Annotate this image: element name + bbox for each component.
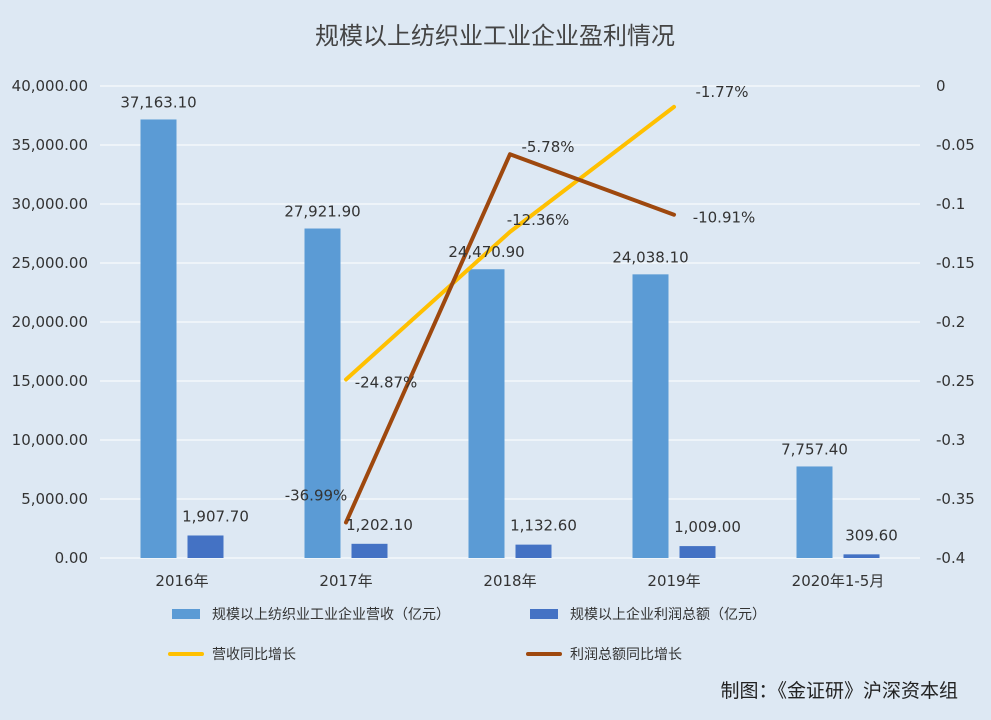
- data-label-profit-growth: -5.78%: [521, 138, 574, 156]
- right-tick-label: -0.05: [936, 136, 975, 154]
- chart-title: 规模以上纺织业工业企业盈利情况: [315, 22, 675, 50]
- left-tick-label: 5,000.00: [21, 490, 88, 508]
- legend-label: 规模以上企业利润总额（亿元）: [570, 606, 766, 623]
- right-tick-label: -0.35: [936, 490, 975, 508]
- right-axis: -0.4 -0.35 -0.3 -0.25 -0.2 -0.15 -0.1 -0.05 0: [936, 77, 975, 567]
- data-label-revenue: 37,163.10: [120, 93, 196, 111]
- line-revenue-growth: [344, 104, 676, 382]
- legend: 规模以上纺织业工业企业营收（亿元） 规模以上企业利润总额（亿元） 营收同比增长 利润总…: [168, 606, 766, 663]
- left-tick-label: 0.00: [55, 549, 88, 567]
- data-label-profit: 1,202.10: [346, 516, 413, 534]
- x-tick-label: 2020年1-5月: [792, 572, 885, 590]
- credit-text: 制图：《金证研》沪深资本组: [720, 680, 958, 702]
- left-tick-label: 15,000.00: [12, 372, 88, 390]
- right-tick-label: -0.3: [936, 431, 965, 449]
- legend-label: 营收同比增长: [212, 647, 296, 663]
- data-label-profit: 1,132.60: [510, 517, 577, 535]
- data-label-profit: 1,907.70: [182, 507, 249, 525]
- legend-label: 利润总额同比增长: [570, 647, 682, 663]
- data-label-revenue-growth: -12.36%: [507, 211, 570, 229]
- bar-revenue: [632, 274, 669, 558]
- x-tick-label: 2017年: [319, 572, 372, 590]
- bars: [140, 119, 880, 559]
- data-label-profit: 1,009.00: [674, 518, 741, 536]
- bar-revenue: [140, 119, 177, 559]
- data-label-revenue: 24,038.10: [612, 248, 688, 266]
- bar-profit: [515, 544, 552, 558]
- legend-label: 规模以上纺织业工业企业营收（亿元）: [212, 606, 450, 623]
- bar-revenue: [468, 269, 505, 558]
- data-label-profit-growth: -36.99%: [285, 486, 348, 504]
- legend-swatch: [530, 609, 558, 619]
- bar-revenue: [796, 466, 833, 558]
- bar-profit: [187, 535, 224, 558]
- left-tick-label: 25,000.00: [12, 254, 88, 272]
- lines: [344, 104, 676, 525]
- left-tick-label: 35,000.00: [12, 136, 88, 154]
- left-tick-label: 30,000.00: [12, 195, 88, 213]
- line-profit-growth: [344, 152, 676, 525]
- data-label-profit: 309.60: [845, 526, 898, 544]
- data-label-revenue: 24,470.90: [448, 243, 524, 261]
- right-tick-label: 0: [936, 77, 946, 95]
- left-axis: 0.00 5,000.00 10,000.00 15,000.00 20,000.00 2…: [12, 77, 88, 567]
- bar-profit: [843, 554, 880, 558]
- left-tick-label: 20,000.00: [12, 313, 88, 331]
- x-tick-label: 2016年: [155, 572, 208, 590]
- grid-lines: [100, 85, 920, 559]
- data-label-profit-growth: -10.91%: [693, 209, 756, 227]
- bar-revenue: [304, 228, 341, 558]
- bar-profit: [679, 546, 716, 558]
- data-label-revenue-growth: -24.87%: [355, 373, 418, 391]
- x-tick-label: 2019年: [647, 572, 700, 590]
- legend-swatch: [172, 609, 200, 619]
- right-tick-label: -0.15: [936, 254, 975, 272]
- data-labels: 37,163.10 1,907.70 27,921.90 1,202.10 24,470…: [120, 83, 897, 544]
- left-tick-label: 10,000.00: [12, 431, 88, 449]
- x-axis: 2016年 2017年 2018年 2019年 2020年1-5月: [155, 572, 884, 590]
- left-tick-label: 40,000.00: [12, 77, 88, 95]
- right-tick-label: -0.1: [936, 195, 965, 213]
- x-tick-label: 2018年: [483, 572, 536, 590]
- data-label-revenue: 27,921.90: [284, 203, 360, 221]
- bar-profit: [351, 543, 388, 558]
- right-tick-label: -0.2: [936, 313, 965, 331]
- right-tick-label: -0.25: [936, 372, 975, 390]
- data-label-revenue: 7,757.40: [781, 440, 848, 458]
- data-label-revenue-growth: -1.77%: [695, 83, 748, 101]
- right-tick-label: -0.4: [936, 549, 965, 567]
